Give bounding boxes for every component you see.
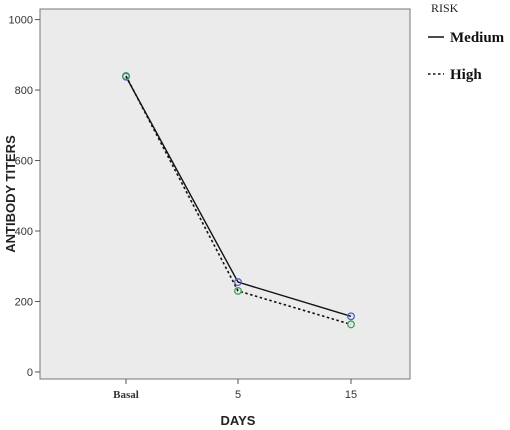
- x-tick-label: 15: [345, 389, 357, 401]
- data-point-medium: [347, 312, 355, 321]
- x-axis-title: DAYS: [221, 413, 256, 428]
- y-tick-label: 1000: [9, 15, 33, 27]
- x-tick-label: Basal: [113, 389, 139, 401]
- series-line-medium: [125, 76, 352, 317]
- data-point-high: [347, 320, 355, 329]
- series-layer: [122, 72, 355, 329]
- data-point-high: [122, 72, 130, 80]
- y-tick-label: 200: [15, 296, 33, 308]
- y-tick-label: 800: [15, 85, 33, 97]
- legend-title: RISK: [431, 1, 459, 15]
- legend-label-high: High: [450, 67, 482, 83]
- legend: RISK Medium High: [428, 1, 505, 83]
- series-line-high: [125, 75, 352, 326]
- y-axis-title: ANTIBODY TITERS: [3, 135, 18, 253]
- y-tick-label: 400: [15, 226, 33, 238]
- y-tick-label: 600: [15, 156, 33, 168]
- data-point-medium: [234, 278, 242, 287]
- x-tick-label: 5: [235, 389, 241, 401]
- x-axis: Basal 5 15: [113, 379, 357, 401]
- legend-label-medium: Medium: [450, 30, 505, 46]
- y-axis: 0 200 400 600 800 1000: [9, 15, 40, 379]
- data-point-high: [234, 286, 242, 295]
- y-tick-label: 0: [27, 367, 33, 379]
